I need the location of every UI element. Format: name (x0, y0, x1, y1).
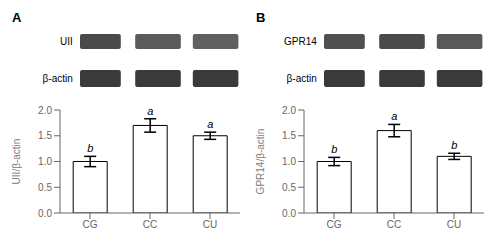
svg-text:1.5: 1.5 (282, 130, 296, 141)
svg-text:1.0: 1.0 (38, 156, 52, 167)
svg-text:CG: CG (83, 219, 98, 230)
svg-text:1.0: 1.0 (282, 156, 296, 167)
svg-text:a: a (391, 110, 397, 122)
svg-text:0.0: 0.0 (38, 208, 52, 219)
svg-text:0.0: 0.0 (282, 208, 296, 219)
svg-text:0.5: 0.5 (38, 182, 52, 193)
svg-text:UII: UII (60, 36, 73, 47)
svg-text:CU: CU (203, 219, 217, 230)
svg-text:β-actin: β-actin (287, 73, 317, 84)
svg-text:a: a (147, 105, 153, 117)
svg-text:0.5: 0.5 (282, 182, 296, 193)
svg-text:b: b (451, 139, 457, 151)
svg-text:2.0: 2.0 (282, 105, 296, 116)
svg-text:CC: CC (387, 219, 401, 230)
svg-text:a: a (207, 118, 213, 130)
svg-text:2.0: 2.0 (38, 105, 52, 116)
svg-text:b: b (331, 143, 337, 155)
svg-text:CC: CC (143, 219, 157, 230)
svg-text:CG: CG (327, 219, 342, 230)
svg-text:UII/β-actin: UII/β-actin (11, 139, 22, 185)
svg-text:b: b (87, 142, 93, 154)
svg-text:CU: CU (447, 219, 461, 230)
svg-text:1.5: 1.5 (38, 130, 52, 141)
svg-text:GPR14/β-actin: GPR14/β-actin (255, 129, 266, 195)
svg-text:A: A (12, 10, 22, 25)
svg-text:B: B (256, 10, 265, 25)
svg-text:β-actin: β-actin (43, 73, 73, 84)
svg-text:GPR14: GPR14 (284, 36, 317, 47)
